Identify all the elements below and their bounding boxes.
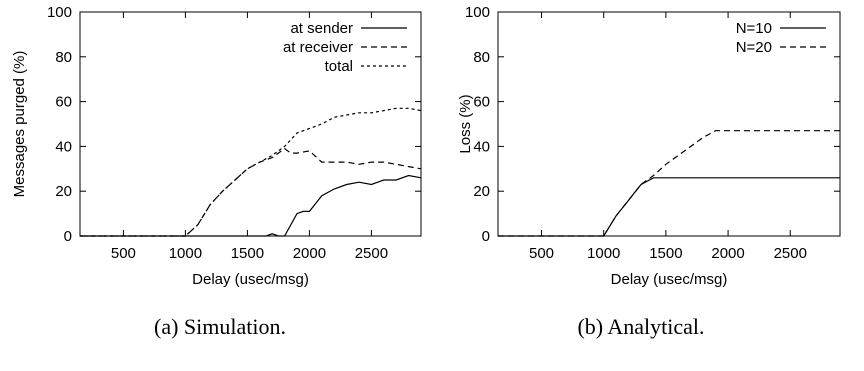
y-axis-label: Messages purged (%) (11, 51, 28, 198)
legend-label: at receiver (283, 39, 353, 56)
x-tick-label: 2000 (711, 245, 744, 262)
x-tick-label: 1000 (169, 245, 202, 262)
series-line-total (80, 107, 422, 237)
plot-frame (497, 11, 841, 237)
legend-label: N=10 (736, 20, 772, 37)
y-tick-label: 60 (473, 94, 490, 111)
y-tick-label: 80 (473, 49, 490, 66)
series-line-n-20 (498, 130, 840, 237)
figure-caption: (a) Simulation. (154, 314, 286, 339)
chart-panel-1: 0 20 40 60 80 100 500 1000 1500 2000 2500 Delay (us… (11, 4, 422, 339)
series-line-at-receiver (80, 147, 422, 237)
series-line-at-sender (80, 174, 422, 237)
x-axis-label: Delay (usec/msg) (192, 271, 309, 288)
x-tick-label: 2500 (774, 245, 807, 262)
x-tick-label: 500 (111, 245, 136, 262)
y-tick-label: 0 (482, 228, 490, 245)
y-tick-label: 40 (55, 138, 72, 155)
x-tick-label: 1500 (231, 245, 264, 262)
y-tick-label: 40 (473, 138, 490, 155)
plot-frame (79, 11, 422, 237)
x-tick-label: 2500 (355, 245, 388, 262)
legend-label: N=20 (736, 39, 772, 56)
x-axis-label: Delay (usec/msg) (611, 271, 728, 288)
y-tick-label: 100 (465, 4, 490, 21)
x-tick-label: 500 (529, 245, 554, 262)
x-tick-label: 1500 (649, 245, 682, 262)
legend-label: total (325, 58, 353, 75)
legend-label: at sender (290, 20, 353, 37)
y-tick-label: 80 (55, 49, 72, 66)
series-line-n-10 (498, 177, 840, 237)
y-tick-label: 60 (55, 94, 72, 111)
y-tick-label: 20 (55, 183, 72, 200)
x-tick-label: 2000 (293, 245, 326, 262)
y-tick-label: 20 (473, 183, 490, 200)
y-axis-label: Loss (%) (457, 94, 474, 153)
x-tick-label: 1000 (587, 245, 620, 262)
figure-caption: (b) Analytical. (577, 314, 704, 339)
y-tick-label: 100 (47, 4, 72, 21)
chart-panel-2: 0 20 40 60 80 100 500 1000 1500 2000 2500 Delay (us… (457, 4, 841, 339)
y-tick-label: 0 (64, 228, 72, 245)
